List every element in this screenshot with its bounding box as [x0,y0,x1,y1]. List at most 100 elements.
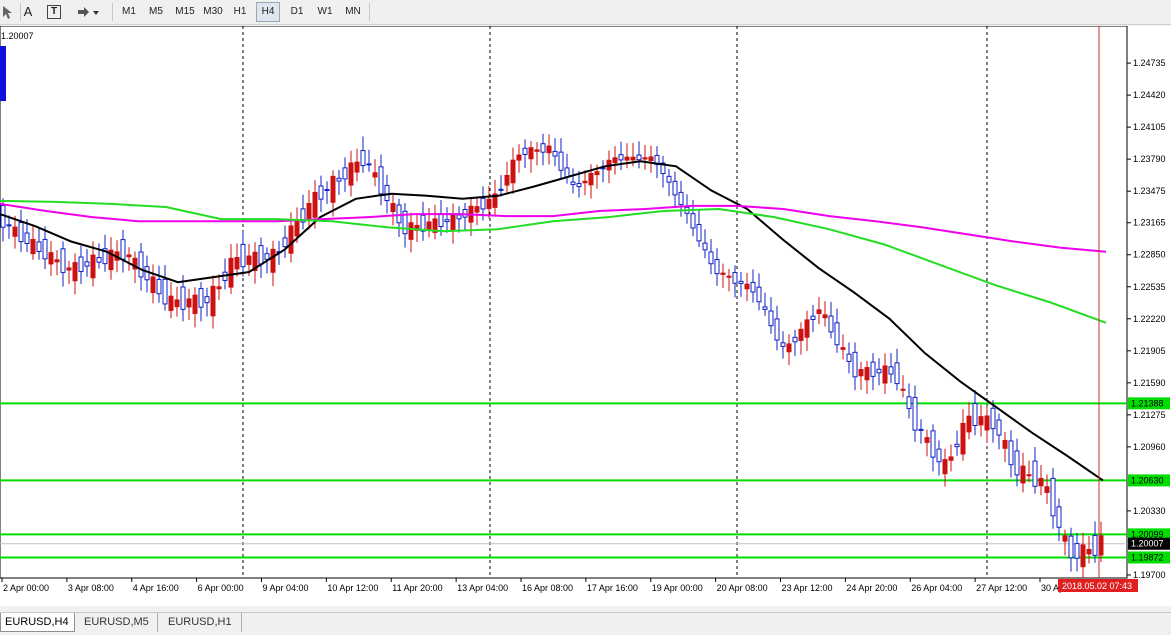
time-axis-label: 16 Apr 08:00 [522,583,573,593]
level-tag-label: 1.20630 [1131,475,1164,485]
candle-body [858,369,864,377]
timeframe-m5-button[interactable]: M5 [149,6,163,17]
candle-body [864,367,870,381]
candle-body [240,243,246,268]
price-axis-label: 1.19700 [1133,570,1166,580]
candle-body [108,249,114,271]
candle-body [948,456,954,461]
candle-body [1050,477,1056,517]
tab-eurusd-h1[interactable]: EURUSD,H1 [164,613,242,632]
candle-body [558,151,564,171]
price-axis-label: 1.21590 [1133,378,1166,388]
timeframe-h1-button[interactable]: H1 [233,6,247,17]
candle-body [348,162,354,186]
candle-body [546,145,552,154]
period-separators [242,26,988,578]
text-label-icon: T [47,5,61,19]
candle-body [474,206,480,213]
candle-body [810,315,816,320]
candle-body [426,221,432,231]
candle-body [780,342,786,347]
candle-body [18,222,24,243]
candle-body [138,251,144,278]
text-tool-button[interactable]: A [23,4,33,19]
timeframe-h4-button[interactable]: H4 [256,2,280,22]
candle-body [816,309,822,314]
candle-body [252,251,258,272]
toolbar-separator [20,3,21,21]
timeframe-m30-button[interactable]: M30 [203,6,223,17]
candle-body [894,362,900,385]
candle-body [846,353,852,362]
candle-body [564,167,570,178]
candle-body [438,213,444,228]
timeframe-w1-button[interactable]: W1 [317,6,333,17]
candle-body [642,157,648,160]
candle-body [1062,535,1068,542]
candle-body [456,214,462,220]
chart-canvas[interactable]: 1.20007 1.24735 1.24420 1.24105 1.23790 1.23… [0,26,1171,606]
candle-body [624,156,630,161]
chart-toolbar: A T M1 M5 M15 M30 H1 H4 D1 W1 MN [0,0,1171,25]
candle-body [882,365,888,384]
candle-body [774,318,780,341]
time-axis-label: 27 Apr 12:00 [976,583,1027,593]
candle-body [936,448,942,463]
candle-body [702,242,708,251]
candle-body [420,214,426,232]
candle-body [672,180,678,196]
timeframe-m15-button[interactable]: M15 [175,6,195,17]
tab-eurusd-h4[interactable]: EURUSD,H4 [0,613,75,632]
candle-body [150,276,156,294]
candle-body [498,188,504,191]
candle-body [996,419,1002,436]
price-chart[interactable]: 1.20007 1.24735 1.24420 1.24105 1.23790 1.23… [0,26,1171,606]
timeframe-mn-button[interactable]: MN [345,6,361,17]
candle-body [612,157,618,164]
candle-body [126,254,132,258]
one-click-panel[interactable] [0,46,6,101]
time-axis-label: 4 Apr 16:00 [133,583,179,593]
candle-body [180,286,186,310]
candle-body [588,172,594,186]
tab-eurusd-m5[interactable]: EURUSD,M5 [80,613,158,632]
time-axis-label: 20 Apr 08:00 [717,583,768,593]
time-axis-label: 23 Apr 12:00 [782,583,833,593]
candle-body [60,248,66,273]
candle-body [168,295,174,311]
timeframe-m1-button[interactable]: M1 [122,6,136,17]
candle-body [264,253,270,260]
candle-body [690,213,696,229]
timeframe-d1-button[interactable]: D1 [290,6,304,17]
current-time-tag: 2018.05.02 07:43 [1062,581,1132,591]
cursor-icon[interactable] [0,2,20,22]
candle-body [726,275,732,278]
candle-body [1008,440,1014,466]
candle-body [618,154,624,161]
candle-body [384,184,390,202]
candle-body [720,272,726,275]
candle-body [342,167,348,180]
candle-body [804,319,810,338]
candle-body [24,232,30,244]
candle-body [678,191,684,206]
candle-body [486,198,492,210]
price-axis-label: 1.22220 [1133,314,1166,324]
toolbar-separator [369,3,370,21]
candle-body [174,299,180,308]
arrows-icon[interactable] [75,2,101,22]
price-axis-label: 1.21275 [1133,410,1166,420]
candle-body [1002,439,1008,449]
level-tag-label: 1.20099 [1131,529,1164,539]
candle-body [336,177,342,182]
candle-body [840,347,846,350]
candle-body [924,437,930,443]
candle-body [282,237,288,248]
candle-body [1026,474,1032,477]
candle-body [1092,535,1098,556]
candle-body [480,197,486,210]
candle-body [708,251,714,265]
candle-body [978,416,984,426]
price-tags: 1.21388 1.20630 1.20099 1.19872 1.20007 [1128,397,1170,564]
text-label-tool-button[interactable]: T [46,2,62,22]
